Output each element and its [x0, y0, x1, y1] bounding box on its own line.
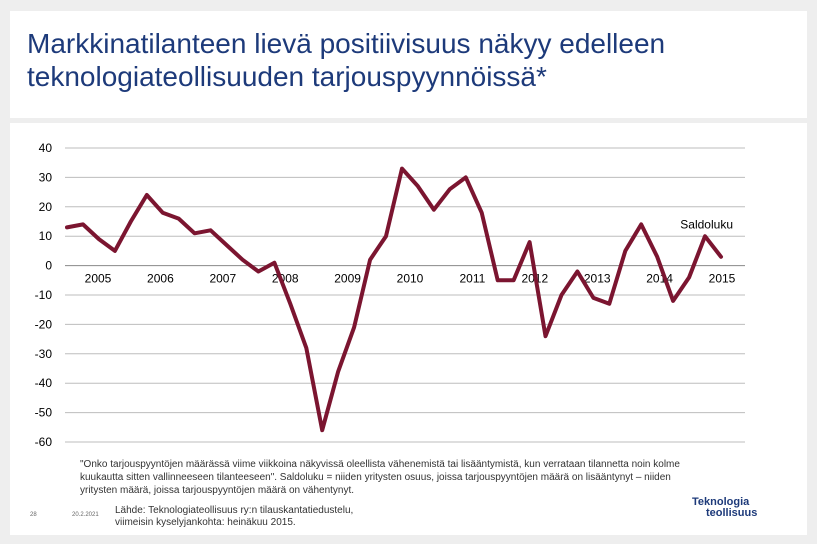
title-panel	[10, 11, 807, 118]
y-tick-label: 10	[39, 229, 53, 243]
title-line-1: Markkinatilanteen lievä positiivisuus nä…	[27, 28, 666, 59]
x-year-label: 2008	[272, 272, 299, 286]
x-year-label: 2006	[147, 272, 174, 286]
page-title: Markkinatilanteen lievä positiivisuus nä…	[27, 27, 665, 93]
chart-footnote: "Onko tarjouspyyntöjen määrässä viime vi…	[80, 459, 680, 496]
y-tick-label: 20	[39, 200, 53, 214]
teknologiateollisuus-logo: Teknologia teollisuus	[692, 497, 757, 519]
chart-panel	[10, 123, 807, 535]
x-year-label: 2014	[646, 272, 673, 286]
x-year-label: 2011	[459, 272, 485, 286]
y-tick-label: 30	[39, 170, 53, 184]
y-tick-label: 0	[45, 259, 52, 273]
logo-line-1: Teknologia	[692, 496, 750, 508]
x-year-label: 2007	[209, 272, 236, 286]
y-tick-label: 40	[39, 141, 53, 155]
y-tick-label: -60	[35, 435, 53, 449]
x-year-label: 2005	[85, 272, 112, 286]
x-year-label: 2009	[334, 272, 361, 286]
title-line-2: teknologiateollisuuden tarjouspyynnöissä…	[27, 61, 547, 92]
slide-date: 20.2.2021	[72, 512, 99, 518]
x-year-label: 2015	[709, 272, 736, 286]
x-year-label: 2013	[584, 272, 611, 286]
source-line-2: viimeisin kyselyjankohta: heinäkuu 2015.	[115, 517, 296, 528]
y-tick-label: -30	[35, 347, 53, 361]
source-text: Lähde: Teknologiateollisuus ry:n tilausk…	[115, 505, 415, 529]
y-tick-label: -50	[35, 406, 53, 420]
y-tick-label: -20	[35, 317, 53, 331]
y-tick-label: -10	[35, 288, 53, 302]
series-label: Saldoluku	[680, 217, 733, 231]
logo-line-2: teollisuus	[706, 507, 758, 519]
y-tick-label: -40	[35, 376, 53, 390]
source-line-1: Lähde: Teknologiateollisuus ry:n tilausk…	[115, 505, 354, 516]
page-number: 28	[30, 512, 37, 518]
x-year-label: 2010	[397, 272, 424, 286]
series-line-saldoluku	[65, 166, 723, 433]
